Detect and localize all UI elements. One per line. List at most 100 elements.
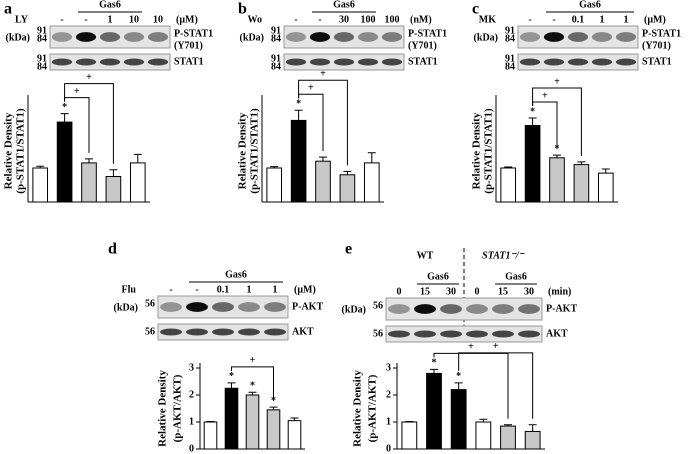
marker-label: 56 <box>145 298 155 309</box>
group-label: Gas6 <box>579 0 601 10</box>
lane-label: 1 <box>273 284 278 295</box>
error-bar <box>85 158 93 163</box>
bar <box>266 167 283 203</box>
error-bar <box>133 153 142 163</box>
group-label: Gas6 <box>427 271 449 282</box>
blot-band <box>466 304 488 314</box>
blot-band <box>381 32 403 42</box>
blot-band <box>333 32 355 42</box>
error-bar <box>454 382 463 390</box>
bar <box>549 157 565 203</box>
lane-label: - <box>528 14 531 25</box>
blot-band <box>123 32 145 42</box>
panel-label: a <box>4 1 12 18</box>
blot-band <box>147 58 169 66</box>
panel-label: c <box>472 1 479 18</box>
bar <box>129 162 146 203</box>
blot-band <box>51 58 73 66</box>
blot-label: STAT1 <box>174 56 204 67</box>
bar <box>524 125 541 203</box>
group-label: Gas6 <box>505 271 527 282</box>
blot-band <box>160 302 182 312</box>
y-tick-label: 2 <box>386 389 391 400</box>
blot-band <box>212 302 234 312</box>
marker-label: 84 <box>271 33 281 44</box>
treatment-label: MK <box>479 14 496 25</box>
blot-band <box>285 32 307 42</box>
bar <box>573 164 590 203</box>
error-bar <box>269 406 278 410</box>
blot-band <box>238 328 260 336</box>
blot <box>385 297 543 321</box>
y-axis-label: (p-STAT1/STAT1) <box>15 108 27 194</box>
bar <box>450 389 467 450</box>
significance-bracket <box>458 352 534 419</box>
lane-label: 0.1 <box>572 14 585 25</box>
bar <box>32 167 49 203</box>
treatment-label: LY <box>15 14 29 25</box>
blot-band <box>567 32 589 42</box>
error-bar <box>528 117 537 126</box>
significance-label: + <box>493 341 499 352</box>
blot-band <box>591 58 613 66</box>
lane-label: 30 <box>524 286 534 297</box>
y-axis-label: Relative Density <box>352 370 364 447</box>
y-tick-label: 0 <box>386 443 391 454</box>
error-bar <box>227 382 236 389</box>
lane-label: - <box>84 14 87 25</box>
blot-band <box>212 328 234 336</box>
blot-band <box>492 304 514 314</box>
bar <box>224 387 239 450</box>
blot-band <box>238 302 260 312</box>
bar <box>81 162 97 203</box>
error-bar <box>504 166 513 168</box>
y-axis-label: Relative Density <box>471 112 483 189</box>
kda-label: (kDa) <box>240 32 264 43</box>
lane-label: - <box>294 14 297 25</box>
blot-band <box>519 58 541 66</box>
significance-star: * <box>456 371 461 382</box>
blot-label: P-STAT1 <box>642 28 681 39</box>
blot-band <box>615 58 637 66</box>
lane-label: - <box>169 284 172 295</box>
lane-label: 10 <box>129 14 139 25</box>
bar <box>105 176 122 203</box>
blot-band <box>492 330 514 338</box>
blot-band <box>591 32 613 42</box>
bar <box>266 409 281 450</box>
lane-label: 10 <box>153 14 163 25</box>
error-bar <box>367 152 376 163</box>
marker-label: 91 <box>37 53 47 64</box>
blot-band <box>518 330 540 338</box>
kda-label: (kDa) <box>114 302 138 313</box>
blot-label: STAT1 <box>642 56 672 67</box>
bar <box>315 160 331 203</box>
marker-label: 91 <box>271 25 281 36</box>
marker-label: 91 <box>505 53 515 64</box>
bar <box>339 174 356 203</box>
blot-band <box>186 302 208 312</box>
group-label: Gas6 <box>99 0 121 10</box>
marker-label: 84 <box>505 61 515 72</box>
significance-label: + <box>554 76 560 87</box>
lane-label: - <box>195 284 198 295</box>
treatment-label: Flu <box>122 284 137 295</box>
marker-label: 84 <box>37 61 47 72</box>
y-axis-label: Relative Density <box>157 370 169 447</box>
bar <box>475 421 492 450</box>
bar <box>401 421 418 450</box>
lane-label: 1 <box>247 284 252 295</box>
blot-band <box>75 58 97 66</box>
blot-band <box>381 58 403 66</box>
error-bar <box>405 420 414 422</box>
blot-label: P-AKT <box>546 303 577 314</box>
lane-label: 0 <box>397 286 402 297</box>
significance-label: + <box>74 86 80 97</box>
marker-label: 84 <box>505 33 515 44</box>
blot-band <box>186 328 208 336</box>
blot-band <box>357 32 379 42</box>
error-bar <box>553 154 561 158</box>
dose-unit: (μM) <box>644 14 666 25</box>
significance-bracket <box>532 87 582 156</box>
